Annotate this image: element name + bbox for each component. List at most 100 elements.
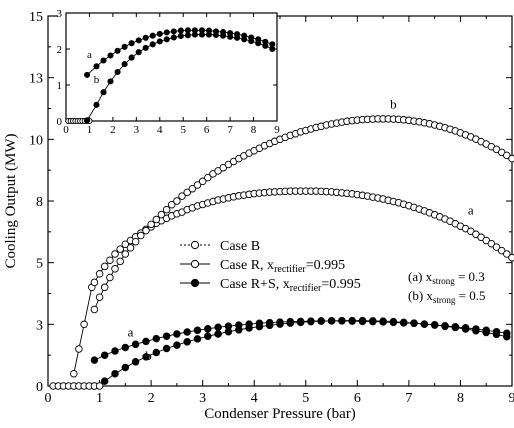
inset-data-point [212, 31, 220, 39]
y-tick-label: 8 [36, 195, 43, 210]
legend-label-case-rs: Case R+S, xrectifier=0.995 [220, 277, 361, 294]
main-data-point [157, 210, 166, 219]
main-data-point [503, 332, 511, 341]
main-data-point [276, 320, 284, 328]
main-data-point [178, 192, 186, 200]
inset-x-tick-label: 8 [251, 124, 257, 136]
inset-data-point [227, 33, 234, 40]
main-data-point [95, 293, 104, 301]
inset-data-point [156, 38, 163, 45]
main-data-point [162, 332, 171, 340]
curve-label: b [145, 348, 152, 363]
inset-x-tick-label: 2 [110, 124, 116, 136]
main-data-point [162, 205, 171, 214]
main-data-point [121, 250, 130, 258]
main-data-point [80, 320, 88, 329]
main-data-point [296, 318, 305, 327]
inset-axis-ticks: 0 1 2 3 4 5 6 7 8 9 0 1 2 3 [57, 8, 281, 136]
main-data-point [95, 270, 104, 278]
main-series-filled-circle-b [90, 316, 511, 390]
main-data-point [307, 317, 315, 326]
main-data-point [410, 319, 418, 327]
inset-data-point [128, 54, 135, 61]
main-data-point [90, 305, 99, 314]
main-series-dotted-circle [49, 382, 104, 390]
inset-data-point [142, 34, 149, 41]
main-data-point [162, 344, 171, 353]
annotation-b: (b) xstrong = 0.5 [408, 288, 486, 305]
main-data-point [75, 345, 83, 353]
main-data-point [482, 328, 490, 337]
y-tick-label: 3 [36, 318, 43, 333]
x-tick-label: 1 [96, 391, 103, 406]
main-data-point [204, 173, 212, 182]
inset-data-point [128, 40, 135, 47]
main-data-point [90, 278, 99, 287]
main-data-point [188, 184, 197, 193]
main-data-point [472, 326, 480, 335]
main-data-point [214, 330, 222, 338]
curve-label: b [390, 97, 397, 112]
main-data-point [142, 337, 150, 346]
inset-data-point [177, 27, 184, 34]
inset-data-point [100, 57, 107, 64]
main-data-point [100, 377, 109, 385]
inset-data-point [262, 42, 269, 49]
inset-curve-label: b [94, 74, 100, 86]
main-data-point [193, 335, 202, 343]
y-tick-label: 0 [36, 380, 43, 395]
legend: Case B Case R, xrectifier=0.995 Case R+S… [180, 239, 361, 294]
main-data-point [121, 240, 130, 248]
main-data-point [286, 319, 295, 327]
inset-data-point [255, 40, 262, 47]
main-data-point [131, 237, 140, 246]
y-tick-label: 13 [29, 72, 43, 87]
inset-data-point [107, 78, 114, 85]
inset-data-point [163, 36, 170, 43]
x-tick-label: 8 [457, 391, 464, 406]
inset-data-point [135, 37, 142, 44]
inset-y-tick-label: 3 [57, 8, 63, 20]
y-axis-title: Cooling Output (MW) [3, 134, 19, 269]
main-data-point [116, 257, 124, 266]
main-data-point [111, 250, 119, 258]
inset-data-point [191, 31, 198, 38]
main-series-open-circle-b [90, 115, 514, 314]
inset-x-tick-label: 4 [157, 124, 163, 136]
inset-x-tick-label: 3 [134, 124, 140, 136]
legend-entry-case-rs: Case R+S, xrectifier=0.995 [180, 277, 361, 294]
inset-series-group: ab [65, 27, 276, 125]
main-data-point [461, 325, 470, 333]
main-data-point [126, 244, 135, 252]
main-data-point [204, 332, 212, 340]
main-data-point [121, 343, 130, 352]
inset-x-tick-label: 6 [204, 124, 210, 136]
inset-data-point [220, 32, 227, 39]
inset-data-point [114, 47, 121, 54]
main-data-point [265, 321, 274, 330]
main-data-point [147, 220, 155, 229]
inset-background [58, 8, 277, 135]
inset-data-point [269, 45, 276, 53]
main-data-point [111, 347, 119, 355]
curve-label: a [468, 203, 474, 218]
inset-data-point [149, 32, 156, 39]
main-data-point [497, 246, 506, 255]
x-tick-label: 6 [354, 391, 361, 406]
x-tick-label: 0 [45, 391, 52, 406]
inset-x-tick-label: 5 [180, 124, 186, 136]
inset-data-point [170, 28, 177, 35]
inset-data-point [248, 38, 255, 45]
main-data-point [100, 351, 109, 359]
main-data-point [100, 262, 109, 271]
main-data-point [508, 154, 514, 163]
main-data-point [193, 181, 202, 189]
main-data-point [379, 317, 387, 325]
x-tick-label: 7 [405, 391, 412, 406]
inset-data-point [114, 68, 121, 76]
main-data-point [183, 328, 191, 336]
main-data-point [183, 188, 191, 197]
inset-y-tick-label: 0 [57, 116, 63, 128]
